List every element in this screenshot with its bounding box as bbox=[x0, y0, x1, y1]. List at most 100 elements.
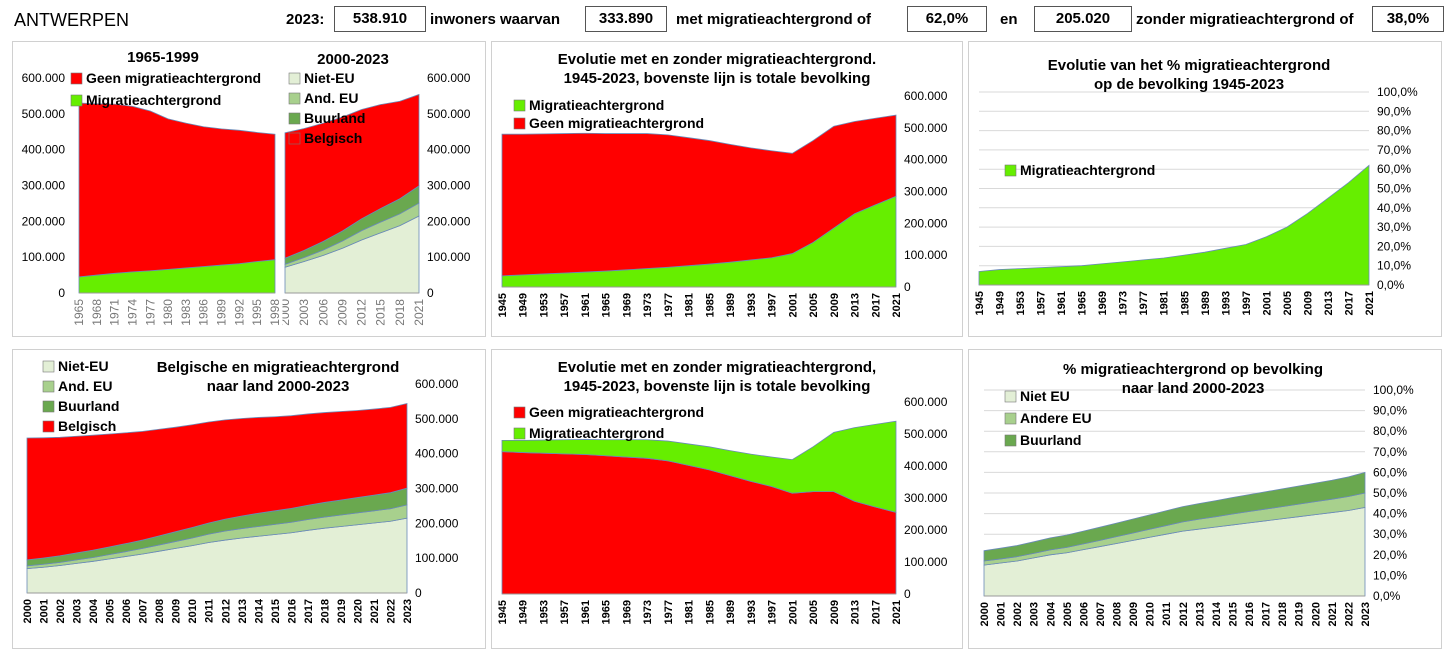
y-tick-label: 80,0% bbox=[1373, 424, 1407, 438]
chart-by-country: 0 100.000 200.000 300.000 400.000 500.000 600.… bbox=[22, 358, 459, 623]
with-migration-box: 333.890 bbox=[585, 6, 667, 32]
x-tick-label: 2004 bbox=[88, 598, 100, 623]
x-tick-label: 2011 bbox=[204, 599, 216, 623]
x-tick-label: 2022 bbox=[385, 599, 397, 623]
chart-title: 1945-2023, bovenste lijn is totale bevol… bbox=[564, 70, 871, 87]
area-migratieachtergrond bbox=[978, 164, 1370, 286]
legend-swatch bbox=[1004, 434, 1017, 447]
x-tick-label: 2013 bbox=[237, 599, 249, 623]
y-tick-label: 200.000 bbox=[904, 216, 948, 230]
legend-label: Migratieachtergrond bbox=[86, 92, 221, 108]
x-tick-label: 2001 bbox=[787, 293, 799, 317]
city-name: ANTWERPEN bbox=[14, 10, 130, 30]
chart-title: op de bevolking 1945-2023 bbox=[1094, 76, 1284, 93]
x-tick-label: 1969 bbox=[621, 600, 633, 624]
y-tick-label: 30,0% bbox=[1377, 220, 1411, 234]
legend-label: And. EU bbox=[58, 378, 112, 394]
y-tick-label: 400.000 bbox=[904, 459, 948, 473]
legend-label: Buurland bbox=[1020, 432, 1081, 448]
legend-label: Geen migratieachtergrond bbox=[86, 70, 261, 86]
legend-label: Migratieachtergrond bbox=[529, 97, 664, 113]
y-tick-label: 200.000 bbox=[22, 214, 66, 228]
y-tick-label: 60,0% bbox=[1373, 465, 1407, 479]
chart-pct-migration: 0,0% 10,0% 20,0% 30,0% 40,0% 50,0% 60,0% 70,0% 8… bbox=[974, 57, 1418, 315]
x-tick-label: 1981 bbox=[684, 600, 696, 624]
y-tick-label: 600.000 bbox=[904, 89, 948, 103]
x-tick-label: 1953 bbox=[538, 600, 550, 624]
x-tick-label: 1969 bbox=[1097, 291, 1109, 315]
x-tick-label: 2002 bbox=[55, 599, 67, 623]
x-tick-label: 2009 bbox=[335, 299, 349, 326]
x-tick-label: 2020 bbox=[1310, 602, 1322, 626]
x-tick-label: 1961 bbox=[1056, 291, 1068, 315]
chart-title: 2000-2023 bbox=[317, 51, 389, 68]
y-tick-label: 100.000 bbox=[904, 555, 948, 569]
y-tick-label: 30,0% bbox=[1373, 527, 1407, 541]
x-tick-label: 1977 bbox=[1138, 291, 1150, 315]
x-tick-label: 2003 bbox=[72, 599, 84, 623]
x-tick-label: 1985 bbox=[704, 293, 716, 317]
chart-panel-pct: 0,0% 10,0% 20,0% 30,0% 40,0% 50,0% 60,0% 70,0% 8… bbox=[968, 41, 1442, 337]
area-belgisch bbox=[284, 93, 420, 259]
x-tick-label: 2018 bbox=[393, 299, 407, 326]
y-tick-label: 100.000 bbox=[22, 250, 66, 264]
x-tick-label: 2001 bbox=[39, 599, 51, 623]
x-tick-label: 2013 bbox=[850, 293, 862, 317]
x-tick-label: 1961 bbox=[580, 600, 592, 624]
x-tick-label: 2012 bbox=[220, 599, 232, 623]
with-migration-label: met migratieachtergrond of bbox=[676, 11, 872, 28]
x-tick-label: 1965 bbox=[601, 293, 613, 317]
x-tick-label: 2001 bbox=[787, 600, 799, 624]
legend-swatch bbox=[42, 360, 55, 373]
legend-label: Buurland bbox=[58, 398, 119, 414]
x-tick-label: 1993 bbox=[746, 600, 758, 624]
x-tick-label: 2022 bbox=[1343, 602, 1355, 626]
x-tick-label: 1993 bbox=[1220, 291, 1232, 315]
legend-swatch bbox=[288, 112, 301, 125]
x-tick-label: 1997 bbox=[1241, 291, 1253, 315]
x-tick-label: 1977 bbox=[143, 299, 157, 326]
y-tick-label: 300.000 bbox=[22, 179, 66, 193]
x-tick-label: 2009 bbox=[829, 293, 841, 317]
x-tick-label: 2005 bbox=[105, 599, 117, 623]
x-tick-label: 1980 bbox=[161, 299, 175, 326]
y-tick-label: 500.000 bbox=[904, 121, 948, 135]
x-tick-label: 2013 bbox=[1194, 602, 1206, 626]
legend-label: Migratieachtergrond bbox=[529, 425, 664, 441]
y-tick-label: 10,0% bbox=[1377, 259, 1411, 273]
x-tick-label: 1997 bbox=[767, 293, 779, 317]
legend-swatch bbox=[513, 117, 526, 130]
x-tick-label: 2007 bbox=[1095, 602, 1107, 626]
x-tick-label: 1965 bbox=[1077, 291, 1089, 315]
x-tick-label: 2012 bbox=[1178, 602, 1190, 626]
y-tick-label: 200.000 bbox=[427, 214, 471, 228]
x-tick-label: 2023 bbox=[402, 599, 414, 623]
chart-title: Evolutie van het % migratieachtergrond bbox=[1048, 57, 1331, 74]
legend-label: Belgisch bbox=[304, 130, 362, 146]
legend-label: Andere EU bbox=[1020, 410, 1092, 426]
x-tick-label: 2001 bbox=[1261, 291, 1273, 315]
legend-label: Niet EU bbox=[1020, 388, 1070, 404]
legend-swatch bbox=[1004, 390, 1017, 403]
x-tick-label: 2017 bbox=[1343, 291, 1355, 315]
y-tick-label: 20,0% bbox=[1377, 239, 1411, 253]
legend-label: Migratieachtergrond bbox=[1020, 162, 1155, 178]
legend-label: And. EU bbox=[304, 90, 358, 106]
legend-label: Geen migratieachtergrond bbox=[529, 404, 704, 420]
y-tick-label: 200.000 bbox=[415, 516, 459, 530]
x-tick-label: 1971 bbox=[108, 299, 122, 326]
x-tick-label: 1961 bbox=[580, 293, 592, 317]
y-tick-label: 300.000 bbox=[427, 179, 471, 193]
x-tick-label: 2006 bbox=[121, 599, 133, 623]
x-tick-label: 1986 bbox=[197, 299, 211, 326]
area-geen-migratieachtergrond bbox=[501, 114, 897, 277]
x-tick-label: 1985 bbox=[704, 600, 716, 624]
x-tick-label: 1945 bbox=[974, 291, 986, 315]
x-tick-label: 2017 bbox=[1261, 602, 1273, 626]
x-tick-label: 1989 bbox=[725, 293, 737, 317]
x-tick-label: 1992 bbox=[232, 299, 246, 326]
chart-title: naar land 2000-2023 bbox=[207, 378, 350, 395]
inhabitants-label: inwoners waarvan bbox=[430, 11, 561, 28]
legend-label: Niet-EU bbox=[304, 70, 355, 86]
legend-swatch bbox=[42, 420, 55, 433]
